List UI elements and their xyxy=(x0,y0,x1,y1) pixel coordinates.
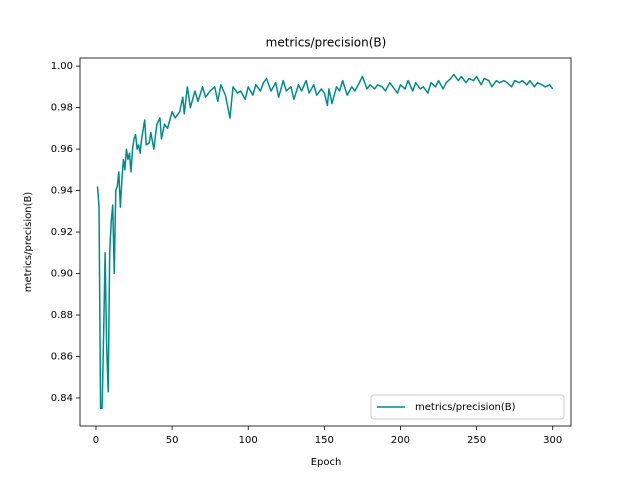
y-tick-label: 0.86 xyxy=(51,352,73,363)
y-tick-label: 0.92 xyxy=(51,227,73,238)
x-tick-label: 100 xyxy=(239,435,258,446)
x-tick-label: 150 xyxy=(315,435,334,446)
x-tick-label: 50 xyxy=(166,435,179,446)
y-tick-label: 0.98 xyxy=(51,103,73,114)
x-tick-label: 300 xyxy=(543,435,562,446)
axes-frame xyxy=(79,57,572,427)
y-tick-label: 0.84 xyxy=(51,393,73,404)
y-tick-label: 0.96 xyxy=(51,144,73,155)
y-tick-label: 0.94 xyxy=(51,186,73,197)
x-tick-label: 0 xyxy=(93,435,99,446)
y-tick-label: 0.90 xyxy=(51,269,73,280)
chart-title: metrics/precision(B) xyxy=(266,36,387,50)
legend-label: metrics/precision(B) xyxy=(415,402,516,413)
x-tick-label: 200 xyxy=(391,435,410,446)
legend-box xyxy=(370,394,565,420)
y-axis-label: metrics/precision(B) xyxy=(23,192,34,293)
series-line xyxy=(96,73,554,410)
x-axis-label: Epoch xyxy=(311,457,342,468)
x-tick-label: 250 xyxy=(467,435,486,446)
y-tick-label: 1.00 xyxy=(51,61,73,72)
y-tick-label: 0.88 xyxy=(51,310,73,321)
